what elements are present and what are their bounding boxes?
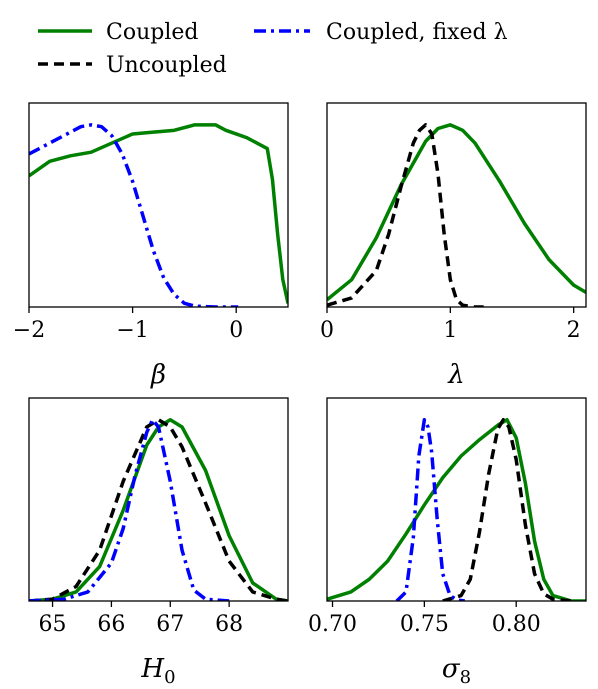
axes-frame [326,397,587,602]
x-axis-label: λ [447,360,464,390]
series-line-uncoupled [29,418,288,601]
x-axis-label: σ8 [442,654,471,688]
series-line-uncoupled [442,418,572,601]
panel-beta: −2 −1 0 β [13,102,289,390]
x-tick-label: 67 [156,612,184,637]
x-axis-label: β [150,360,166,390]
x-tick-label: 68 [215,612,243,637]
x-tick-label: −1 [116,318,148,343]
series-line-coupled [327,418,586,601]
legend: Coupled Coupled, fixed λ Uncoupled [38,20,508,78]
x-tick-label: 1 [443,318,457,343]
legend-label-coupled-fixed: Coupled, fixed λ [326,20,508,45]
panel-sigma8: 0.70 0.75 0.80 σ8 [308,397,587,688]
series-line-coupled [29,123,288,304]
panel-h0: 65 66 67 68 H0 [28,397,289,688]
axes-frame [326,102,587,308]
series-line-coupled-fixed [29,418,230,601]
axes-frame [28,102,289,308]
x-tick-label: 0.75 [400,612,449,637]
legend-label-coupled: Coupled [106,20,198,45]
x-tick-label: 0 [320,318,334,343]
series-line-coupled [29,418,288,601]
x-tick-label: 2 [567,318,581,343]
series-line-uncoupled [327,123,488,307]
x-tick-label: 0.70 [308,612,357,637]
series-line-coupled-fixed [395,418,465,601]
series-line-coupled [327,123,586,302]
panel-lambda: 0 1 2 λ [320,102,587,390]
series-line-coupled-fixed [29,123,239,307]
x-tick-label: −2 [13,318,45,343]
axes-frame [28,397,289,602]
x-tick-label: 66 [97,612,125,637]
x-tick-label: 65 [39,612,67,637]
x-axis-label: H0 [140,654,175,688]
legend-label-uncoupled: Uncoupled [106,53,227,78]
x-tick-label: 0.80 [492,612,541,637]
x-tick-label: 0 [229,318,243,343]
